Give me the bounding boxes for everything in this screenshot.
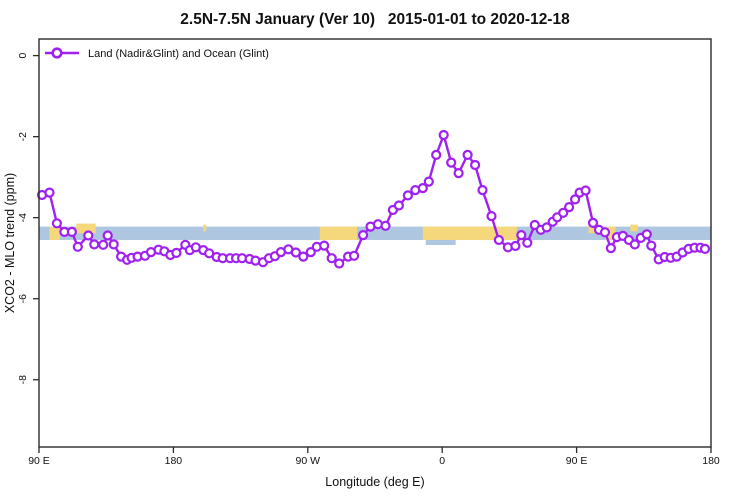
data-point	[541, 222, 552, 233]
data-point	[72, 241, 83, 252]
data-point	[319, 240, 330, 251]
plot-frame	[38, 38, 712, 448]
legend-label: Land (Nadir&Glint) and Ocean (Glint)	[88, 48, 269, 60]
x-tick-label: 180	[165, 455, 183, 467]
x-tick-label: 180	[702, 455, 720, 467]
y-tick-label: -2	[17, 132, 29, 141]
data-point	[646, 240, 657, 251]
data-point	[423, 176, 434, 187]
data-point	[599, 227, 611, 238]
data-point	[102, 230, 113, 241]
data-point	[477, 185, 488, 196]
land-band-segment	[76, 223, 96, 234]
legend-marker-icon	[51, 47, 63, 59]
data-point	[83, 230, 94, 241]
data-point	[493, 234, 504, 246]
data-point	[98, 239, 109, 250]
data-point	[431, 149, 442, 160]
data-series	[36, 129, 711, 269]
y-axis-title: XCO2 - MLO trend (ppm)	[3, 173, 17, 313]
y-tick-label: 0	[17, 53, 29, 59]
data-point	[298, 251, 309, 262]
data-point	[641, 229, 652, 240]
land-band-segment	[319, 226, 358, 240]
data-point	[446, 157, 457, 168]
data-point	[580, 185, 591, 196]
y-tick-label: -4	[17, 213, 29, 222]
data-point	[629, 239, 640, 250]
land-band-segment	[203, 224, 207, 232]
data-point	[699, 243, 711, 254]
data-point	[305, 247, 316, 258]
data-point	[349, 250, 360, 261]
land-band-segment	[604, 226, 616, 240]
data-point	[569, 194, 581, 205]
chart-title: 2.5N-7.5N January (Ver 10) 2015-01-01 to…	[180, 11, 570, 28]
x-tick-label: 90 E	[566, 455, 588, 467]
land-band-segment	[422, 226, 517, 240]
data-point	[171, 247, 182, 258]
land-band-segment	[49, 226, 60, 240]
data-point	[587, 217, 599, 228]
land-band-segment	[588, 223, 599, 234]
x-tick-label: 90 E	[28, 455, 50, 467]
legend: Land (Nadir&Glint) and Ocean (Glint)	[45, 47, 269, 60]
data-point	[89, 239, 100, 250]
data-point	[290, 247, 301, 258]
data-point	[510, 240, 521, 252]
data-point	[402, 190, 413, 201]
data-point	[326, 253, 337, 264]
x-tick-label: 90 W	[296, 455, 321, 467]
data-point	[393, 200, 404, 211]
data-point	[486, 211, 497, 222]
data-point	[417, 183, 428, 194]
data-point	[44, 187, 55, 198]
data-point	[380, 220, 391, 231]
data-point	[522, 237, 533, 248]
land-band-segment	[630, 224, 638, 232]
data-point	[470, 159, 481, 171]
data-point	[334, 258, 345, 269]
data-point	[108, 239, 119, 250]
data-point	[558, 207, 569, 218]
axes: 90 E 180 90 W 0 90 E 180 0 -2 -4 -6 -8	[17, 53, 720, 467]
data-point	[438, 129, 449, 141]
x-tick-label: 0	[439, 455, 445, 467]
data-point	[516, 230, 527, 241]
data-point	[453, 168, 464, 179]
y-tick-label: -8	[17, 375, 29, 384]
data-point	[462, 149, 473, 160]
data-point	[51, 218, 63, 229]
y-tick-label: -6	[17, 294, 29, 303]
data-point	[605, 243, 617, 254]
ocean-coast-notch	[425, 239, 456, 245]
data-point	[563, 202, 575, 213]
x-axis-title: Longitude (deg E)	[325, 475, 424, 489]
data-point	[66, 226, 78, 237]
data-point	[358, 230, 369, 241]
